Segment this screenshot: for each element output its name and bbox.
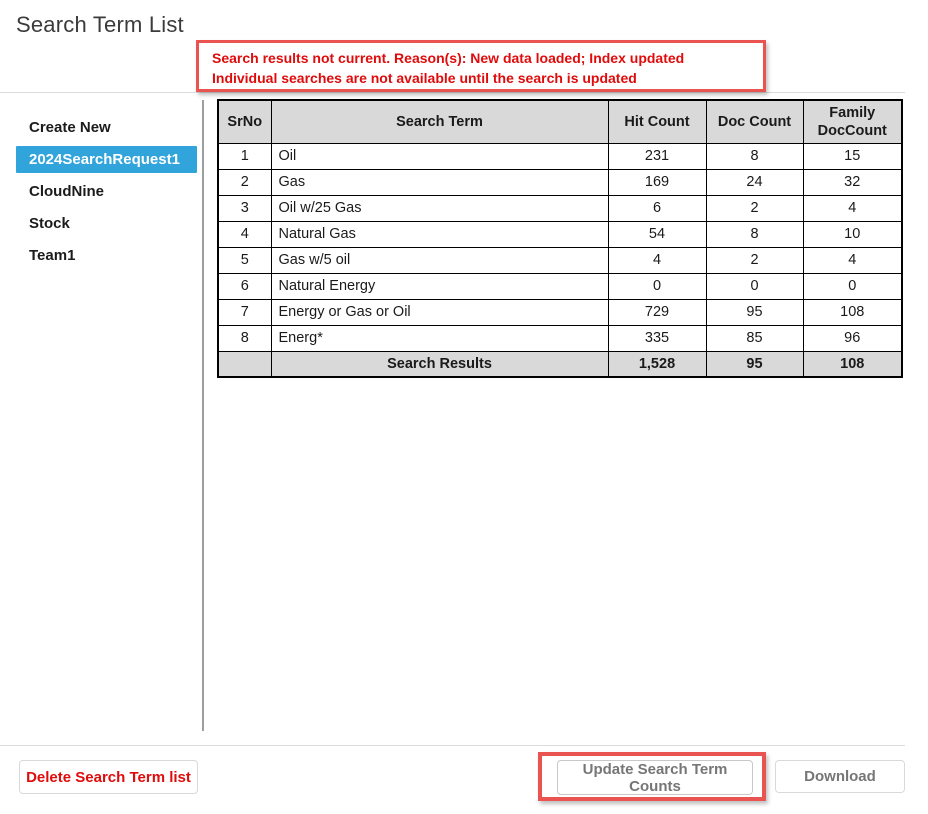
table-row: 1 Oil 231 8 15 bbox=[217, 142, 903, 170]
footer-srno-cell bbox=[217, 350, 272, 378]
update-search-term-counts-button[interactable]: Update Search Term Counts bbox=[557, 760, 753, 795]
sidebar-item-stock[interactable]: Stock bbox=[29, 215, 70, 232]
cell-doc: 2 bbox=[705, 246, 804, 274]
search-term-table: SrNo Search Term Hit Count Doc Count Fam… bbox=[217, 99, 903, 378]
sidebar-item-cloudnine[interactable]: CloudNine bbox=[29, 183, 104, 200]
cell-hit: 169 bbox=[607, 168, 707, 196]
header-doc-count: Doc Count bbox=[705, 99, 804, 144]
table-row: 8 Energ* 335 85 96 bbox=[217, 324, 903, 352]
cell-term: Gas bbox=[270, 168, 609, 196]
page-title: Search Term List bbox=[16, 12, 184, 37]
download-button[interactable]: Download bbox=[775, 760, 905, 793]
cell-doc: 2 bbox=[705, 194, 804, 222]
cell-hit: 335 bbox=[607, 324, 707, 352]
cell-term: Natural Energy bbox=[270, 272, 609, 300]
header-hit-count: Hit Count bbox=[607, 99, 707, 144]
cell-family: 32 bbox=[802, 168, 903, 196]
footer-label: Search Results bbox=[270, 350, 609, 378]
sidebar: Create New 2024SearchRequest1 CloudNine Sto… bbox=[0, 114, 202, 274]
warning-line-1: Search results not current. Reason(s): N… bbox=[212, 50, 685, 66]
cell-hit: 4 bbox=[607, 246, 707, 274]
cell-family: 15 bbox=[802, 142, 903, 170]
cell-srno: 4 bbox=[217, 220, 272, 248]
header-search-term: Search Term bbox=[270, 99, 609, 144]
cell-family: 10 bbox=[802, 220, 903, 248]
sidebar-item-create-new[interactable]: Create New bbox=[29, 119, 111, 136]
warning-line-2: Individual searches are not available un… bbox=[212, 70, 637, 86]
header-divider bbox=[0, 92, 905, 93]
cell-hit: 729 bbox=[607, 298, 707, 326]
table-row: 6 Natural Energy 0 0 0 bbox=[217, 272, 903, 300]
cell-srno: 5 bbox=[217, 246, 272, 274]
cell-family: 96 bbox=[802, 324, 903, 352]
cell-srno: 2 bbox=[217, 168, 272, 196]
cell-family: 108 bbox=[802, 298, 903, 326]
table-header-row: SrNo Search Term Hit Count Doc Count Fam… bbox=[217, 99, 903, 144]
cell-term: Energy or Gas or Oil bbox=[270, 298, 609, 326]
cell-family: 4 bbox=[802, 246, 903, 274]
table-row: 3 Oil w/25 Gas 6 2 4 bbox=[217, 194, 903, 222]
cell-hit: 54 bbox=[607, 220, 707, 248]
table-row: 7 Energy or Gas or Oil 729 95 108 bbox=[217, 298, 903, 326]
footer-family-total: 108 bbox=[802, 350, 903, 378]
cell-srno: 7 bbox=[217, 298, 272, 326]
footer-hit-total: 1,528 bbox=[607, 350, 707, 378]
cell-term: Energ* bbox=[270, 324, 609, 352]
table-row: 5 Gas w/5 oil 4 2 4 bbox=[217, 246, 903, 274]
sidebar-divider bbox=[202, 100, 204, 731]
cell-doc: 85 bbox=[705, 324, 804, 352]
sidebar-item-2024searchrequest1[interactable]: 2024SearchRequest1 bbox=[16, 146, 197, 173]
cell-term: Oil w/25 Gas bbox=[270, 194, 609, 222]
cell-doc: 8 bbox=[705, 142, 804, 170]
table-body: 1 Oil 231 8 15 2 Gas 169 24 32 3 Oil w/25 Gas 6 2 4 4 Na… bbox=[217, 142, 903, 352]
cell-term: Natural Gas bbox=[270, 220, 609, 248]
cell-doc: 8 bbox=[705, 220, 804, 248]
cell-srno: 8 bbox=[217, 324, 272, 352]
cell-family: 4 bbox=[802, 194, 903, 222]
cell-doc: 95 bbox=[705, 298, 804, 326]
table-row: 4 Natural Gas 54 8 10 bbox=[217, 220, 903, 248]
cell-srno: 1 bbox=[217, 142, 272, 170]
cell-family: 0 bbox=[802, 272, 903, 300]
sidebar-item-team1[interactable]: Team1 bbox=[29, 247, 76, 264]
cell-srno: 6 bbox=[217, 272, 272, 300]
cell-term: Oil bbox=[270, 142, 609, 170]
footer-doc-total: 95 bbox=[705, 350, 804, 378]
cell-term: Gas w/5 oil bbox=[270, 246, 609, 274]
cell-hit: 6 bbox=[607, 194, 707, 222]
cell-doc: 24 bbox=[705, 168, 804, 196]
table-row: 2 Gas 169 24 32 bbox=[217, 168, 903, 196]
delete-search-term-list-button[interactable]: Delete Search Term list bbox=[19, 760, 198, 794]
cell-doc: 0 bbox=[705, 272, 804, 300]
table-footer-row: Search Results 1,528 95 108 bbox=[217, 350, 903, 378]
cell-hit: 0 bbox=[607, 272, 707, 300]
header-srno: SrNo bbox=[217, 99, 272, 144]
warning-annotation-box: Search results not current. Reason(s): N… bbox=[196, 40, 766, 92]
header-family-doccount: Family DocCount bbox=[802, 99, 903, 144]
cell-hit: 231 bbox=[607, 142, 707, 170]
cell-srno: 3 bbox=[217, 194, 272, 222]
footer-divider bbox=[0, 745, 905, 746]
